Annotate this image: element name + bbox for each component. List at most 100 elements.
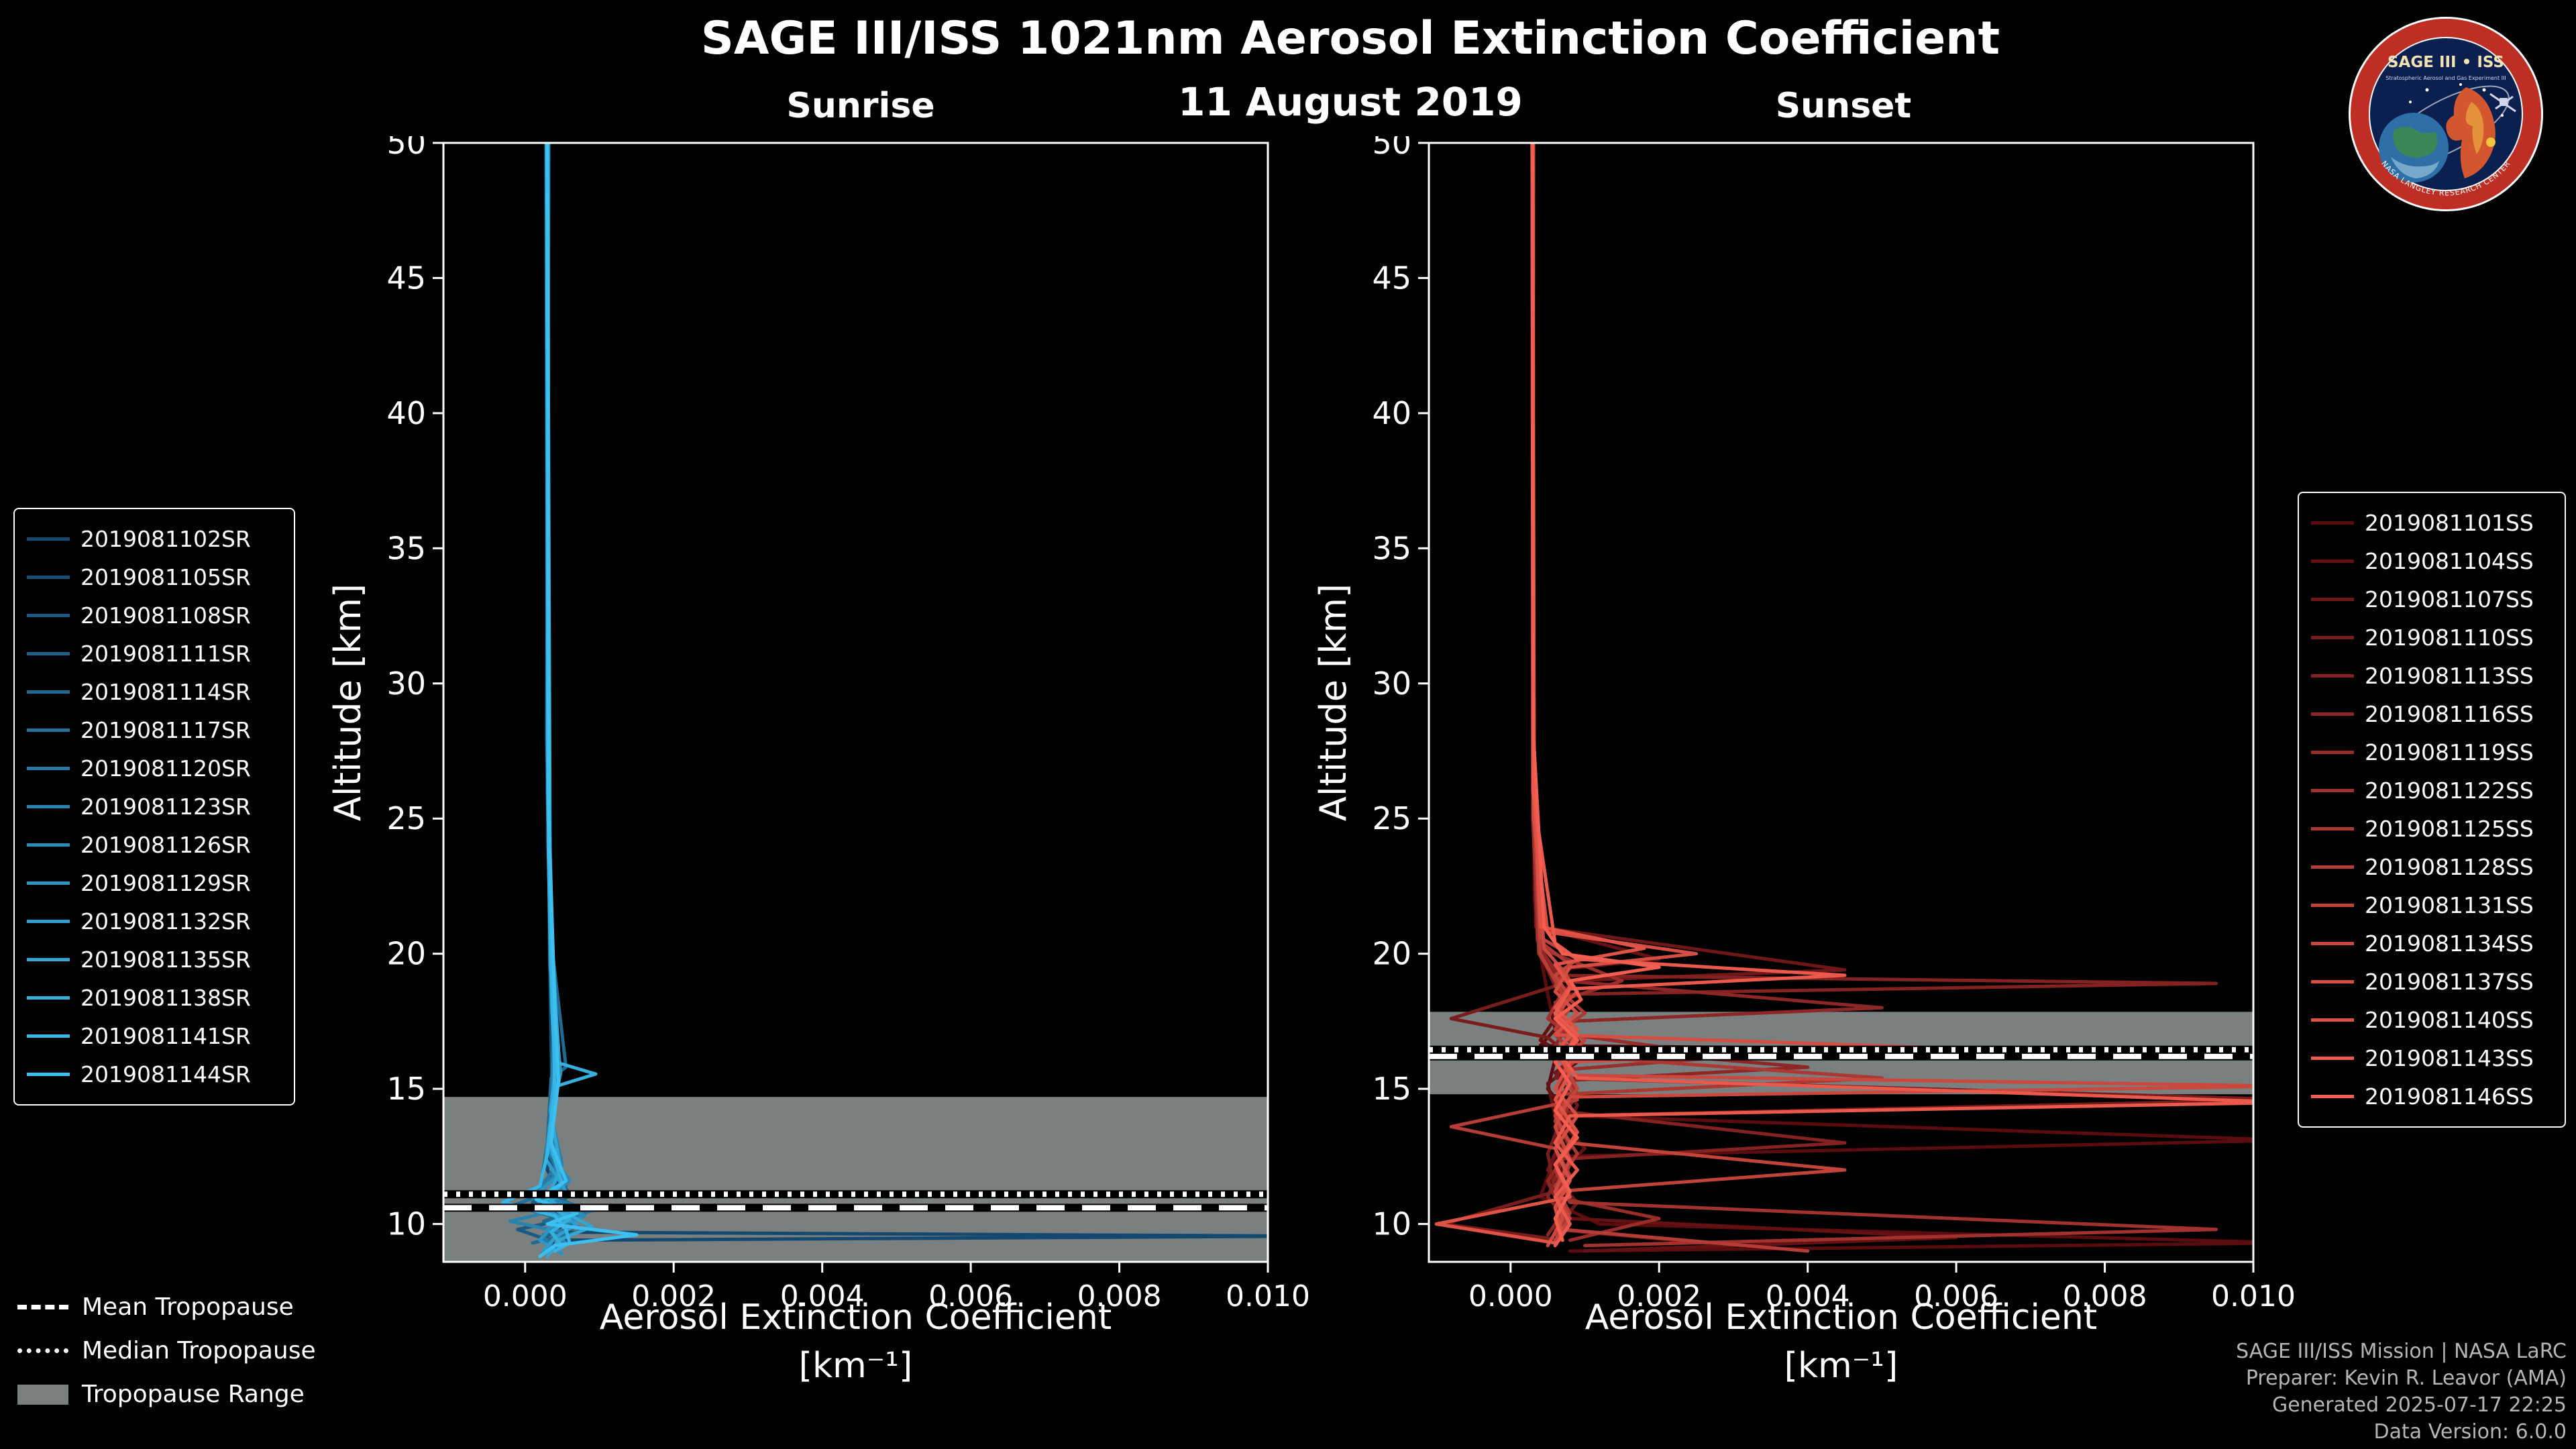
legend-label: 2019081128SS: [2365, 854, 2534, 880]
x-tick-label: 0.006: [928, 1279, 1013, 1313]
x-axis-unit-label: [km⁻¹]: [1784, 1346, 1898, 1386]
legend-swatch: [27, 614, 70, 617]
legend-item: 2019081123SR: [27, 788, 282, 826]
legend-label: 2019081131SS: [2365, 892, 2534, 918]
y-tick-label: 20: [386, 936, 426, 972]
dashed-line-swatch: [17, 1305, 68, 1309]
y-tick-label: 30: [1372, 665, 1411, 702]
y-tick-label: 25: [386, 800, 426, 837]
legend-swatch: [27, 920, 70, 923]
median-tropopause-label: Median Tropopause: [82, 1337, 316, 1364]
plot-frame: [1428, 142, 2255, 1263]
sunset-panel-title: Sunset: [1775, 86, 1912, 126]
legend-label: 2019081126SR: [80, 832, 251, 858]
y-tick-label: 50: [386, 136, 426, 161]
legend-label: 2019081108SR: [80, 602, 251, 629]
legend-swatch: [2311, 827, 2354, 830]
legend-swatch: [27, 1034, 70, 1038]
y-tick-label: 15: [386, 1071, 426, 1107]
y-tick-label: 10: [1372, 1206, 1411, 1242]
legend-label: 2019081107SS: [2365, 586, 2534, 612]
median-tropopause-legend-item: Median Tropopause: [17, 1337, 316, 1364]
legend-item: 2019081107SS: [2311, 580, 2553, 619]
logo-iss-sketch: [2489, 93, 2516, 113]
legend-item: 2019081146SS: [2311, 1077, 2553, 1116]
legend-swatch: [2311, 559, 2354, 563]
legend-item: 2019081134SS: [2311, 924, 2553, 963]
y-tick-label: 30: [386, 665, 426, 702]
mean-tropopause-legend-item: Mean Tropopause: [17, 1293, 316, 1321]
profile-line: [542, 143, 1268, 1250]
legend-item: 2019081128SS: [2311, 848, 2553, 886]
x-tick-label: 0.010: [1226, 1279, 1310, 1313]
legend-item: 2019081105SR: [27, 558, 282, 596]
legend-label: 2019081135SR: [80, 947, 251, 973]
legend-swatch: [27, 690, 70, 694]
logo-figure-highlight: [2465, 102, 2484, 154]
legend-item: 2019081102SR: [27, 520, 282, 558]
legend-swatch: [27, 881, 70, 885]
legend-item: 2019081108SR: [27, 596, 282, 635]
plot-frame: [442, 142, 1269, 1263]
legend-item: 2019081119SS: [2311, 733, 2553, 771]
legend-swatch: [2311, 521, 2354, 525]
sunrise-legend: 2019081102SR 2019081105SR 2019081108SR 2019…: [13, 508, 295, 1106]
credit-data-version: Data Version: 6.0.0: [2373, 1419, 2567, 1444]
legend-swatch: [2311, 1018, 2354, 1022]
legend-item: 2019081104SS: [2311, 542, 2553, 580]
legend-label: 2019081134SS: [2365, 930, 2534, 957]
legend-label: 2019081143SS: [2365, 1045, 2534, 1071]
legend-item: 2019081116SS: [2311, 695, 2553, 733]
legend-swatch: [27, 996, 70, 1000]
x-axis-label: Aerosol Extinction Coefficient: [600, 1297, 1112, 1338]
legend-item: 2019081120SR: [27, 749, 282, 788]
sunrise-panel-title: Sunrise: [786, 86, 935, 126]
logo-earth-clouds: [2391, 157, 2439, 178]
x-tick-label: 0.000: [1468, 1279, 1553, 1313]
legend-label: 2019081146SS: [2365, 1083, 2534, 1110]
legend-item: 2019081110SS: [2311, 619, 2553, 657]
mean-tropopause-label: Mean Tropopause: [82, 1293, 294, 1321]
legend-label: 2019081105SR: [80, 564, 251, 590]
y-tick-label: 20: [1372, 936, 1411, 972]
page-title: SAGE III/ISS 1021nm Aerosol Extinction C…: [700, 12, 2000, 65]
legend-swatch: [2311, 674, 2354, 678]
y-tick-label: 10: [386, 1206, 426, 1242]
logo-earth-land: [2393, 127, 2438, 158]
legend-item: 2019081117SR: [27, 711, 282, 749]
tropopause-range-label: Tropopause Range: [82, 1381, 305, 1408]
logo-sun: [2486, 138, 2496, 147]
legend-label: 2019081102SR: [80, 526, 251, 552]
legend-label: 2019081125SS: [2365, 816, 2534, 842]
legend-swatch: [2311, 980, 2354, 983]
legend-label: 2019081104SS: [2365, 548, 2534, 574]
sunset-legend: 2019081101SS 2019081104SS 2019081107SS 2019…: [2298, 492, 2566, 1128]
legend-swatch: [2311, 904, 2354, 907]
legend-label: 2019081114SR: [80, 679, 251, 705]
legend-label: 2019081129SR: [80, 870, 251, 896]
legend-item: 2019081114SR: [27, 673, 282, 711]
y-axis-label: Altitude [km]: [1315, 584, 1354, 821]
x-tick-label: 0.004: [780, 1279, 865, 1313]
x-axis-unit-label: [km⁻¹]: [799, 1346, 913, 1386]
x-tick-label: 0.010: [2211, 1279, 2296, 1313]
legend-label: 2019081141SR: [80, 1023, 251, 1049]
legend-label: 2019081137SS: [2365, 969, 2534, 995]
legend-label: 2019081132SR: [80, 908, 251, 934]
legend-item: 2019081143SS: [2311, 1039, 2553, 1077]
legend-label: 2019081101SS: [2365, 510, 2534, 536]
legend-swatch: [2311, 865, 2354, 869]
legend-swatch: [2311, 751, 2354, 754]
legend-swatch: [2311, 1057, 2354, 1060]
y-tick-label: 35: [386, 530, 426, 566]
legend-swatch: [2311, 942, 2354, 945]
credit-generated: Generated 2025-07-17 22:25: [2271, 1393, 2567, 1417]
y-tick-label: 50: [1372, 136, 1411, 161]
legend-swatch: [2311, 789, 2354, 792]
profile-line: [1531, 143, 1661, 1242]
y-axis-label: Altitude [km]: [329, 584, 369, 821]
legend-item: 2019081122SS: [2311, 771, 2553, 810]
legend-label: 2019081138SR: [80, 985, 251, 1011]
legend-swatch: [2311, 1095, 2354, 1098]
legend-label: 2019081117SR: [80, 717, 251, 743]
